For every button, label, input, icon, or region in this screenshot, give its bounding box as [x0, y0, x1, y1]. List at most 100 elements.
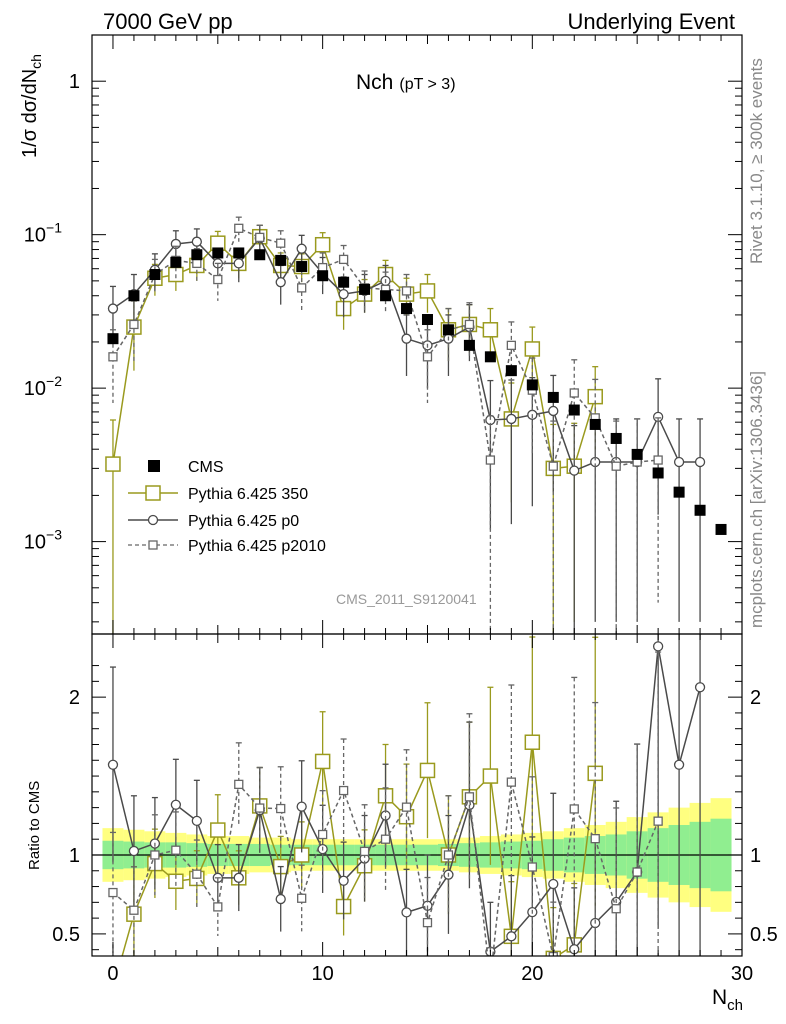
ratio-point-p350	[168, 873, 184, 890]
ratio-point-p2010	[213, 902, 223, 912]
ratio-y-tick-label: 0.5	[52, 924, 80, 946]
ratio-point-p350	[314, 753, 331, 770]
ratio-point-p2010	[359, 846, 370, 857]
ratio-point-p2010	[464, 792, 475, 802]
ratio-point-p2010	[317, 829, 328, 840]
point-p2010	[234, 223, 244, 233]
y-tick-label: 10−3	[24, 527, 62, 554]
ratio-point-p0	[338, 875, 349, 886]
point-cms	[338, 276, 350, 288]
y-tick-label-exp: −1	[46, 220, 62, 236]
y-tick-label: 10−1	[24, 220, 62, 247]
point-p0	[548, 405, 559, 417]
ratio-point-p0	[506, 931, 517, 942]
ratio-point-p0	[548, 878, 559, 890]
ratio-point-p350	[524, 734, 541, 750]
plot-title-main: Nch	[356, 71, 393, 94]
ratio-y-tick-label-right: 1	[750, 845, 761, 867]
point-cms	[673, 486, 685, 498]
analysis-watermark: CMS_2011_S9120041	[336, 591, 477, 607]
legend-marker-p0	[147, 514, 159, 526]
point-p2010	[569, 388, 579, 398]
y-tick-label-base: 10	[24, 225, 46, 247]
point-cms	[128, 290, 140, 302]
y-tick-label-base: 10	[24, 378, 46, 400]
ratio-point-p2010	[192, 869, 202, 879]
point-p2010	[464, 319, 475, 330]
ratio-point-p2010	[611, 904, 621, 914]
ratio-y-tick-label: 1	[69, 845, 80, 867]
point-p0	[673, 456, 685, 468]
ratio-point-p0	[652, 641, 664, 652]
header-left: 7000 GeV pp	[103, 9, 233, 34]
y-axis-label-sub: ch	[28, 54, 44, 69]
y-axis-label-main: 1/σ dσ/dN	[19, 69, 41, 158]
axes	[91, 34, 743, 957]
point-cms	[715, 523, 727, 535]
y-tick-label-exp: −2	[46, 373, 62, 389]
point-cms	[631, 448, 643, 460]
x-axis-label-sub: ch	[727, 997, 743, 1014]
point-cms	[296, 261, 308, 273]
ratio-point-p2010	[506, 777, 517, 787]
point-cms	[694, 504, 706, 516]
plot-title-sub: (pT > 3)	[399, 76, 455, 93]
point-p2010	[276, 238, 286, 248]
legend-marker-cms	[148, 460, 160, 472]
ratio-point-p0	[107, 759, 119, 770]
point-p0	[569, 465, 580, 476]
point-cms	[275, 254, 287, 266]
x-tick-label: 0	[107, 963, 118, 985]
ratio-point-p0	[191, 815, 202, 827]
point-p2010	[192, 258, 202, 269]
legend: CMS Pythia 6.425 350 Pythia 6.425 p0 Pyt…	[128, 459, 326, 555]
point-cms	[380, 290, 392, 302]
point-cms	[233, 247, 245, 259]
point-p2010	[611, 461, 621, 471]
point-p2010	[255, 232, 265, 243]
mcplots-label: mcplots.cern.ch [arXiv:1306.3436]	[747, 371, 766, 628]
point-p2010	[485, 455, 496, 465]
legend-entry-p0: Pythia 6.425 p0	[128, 513, 299, 530]
legend-marker-p2010	[148, 540, 158, 550]
legend-marker-p350	[145, 485, 161, 501]
ratio-point-p350	[210, 822, 226, 838]
header-right: Underlying Event	[567, 9, 735, 34]
point-cms	[652, 467, 664, 479]
point-p0	[401, 333, 412, 344]
point-p350	[105, 456, 121, 472]
ratio-point-p2010	[527, 862, 537, 872]
x-tick-label: 30	[731, 963, 753, 985]
point-p0	[506, 413, 517, 425]
point-cms	[254, 249, 266, 261]
x-tick-label: 10	[312, 963, 334, 985]
point-cms	[589, 418, 601, 430]
ratio-y-axis-label: Ratio to CMS	[26, 781, 43, 870]
point-p2010	[338, 254, 349, 265]
main-panel-series	[105, 216, 727, 634]
point-p2010	[401, 286, 412, 296]
ratio-point-p0	[296, 801, 307, 812]
ratio-point-p2010	[338, 785, 349, 796]
y-tick-label-exp: −3	[46, 527, 62, 543]
point-p0	[296, 243, 307, 254]
point-cms	[547, 391, 559, 403]
point-p350	[314, 236, 331, 253]
ratio-point-p2010	[653, 816, 663, 826]
point-cms	[610, 432, 622, 444]
ratio-point-p0	[673, 759, 685, 770]
legend-entry-p350: Pythia 6.425 350	[128, 485, 308, 503]
ratio-point-p2010	[255, 803, 265, 813]
y-axis-label: 1/σ dσ/dNch	[19, 54, 44, 158]
point-cms	[421, 314, 433, 326]
point-p0	[233, 258, 244, 269]
point-cms	[149, 269, 161, 281]
ratio-point-p2010	[443, 850, 454, 860]
point-p2010	[108, 352, 118, 362]
plot-title: Nch (pT > 3)	[356, 71, 456, 94]
point-cms	[107, 333, 119, 345]
ratio-point-p0	[170, 799, 182, 810]
ratio-point-p2010	[150, 850, 160, 860]
ratio-point-p2010	[632, 867, 642, 877]
